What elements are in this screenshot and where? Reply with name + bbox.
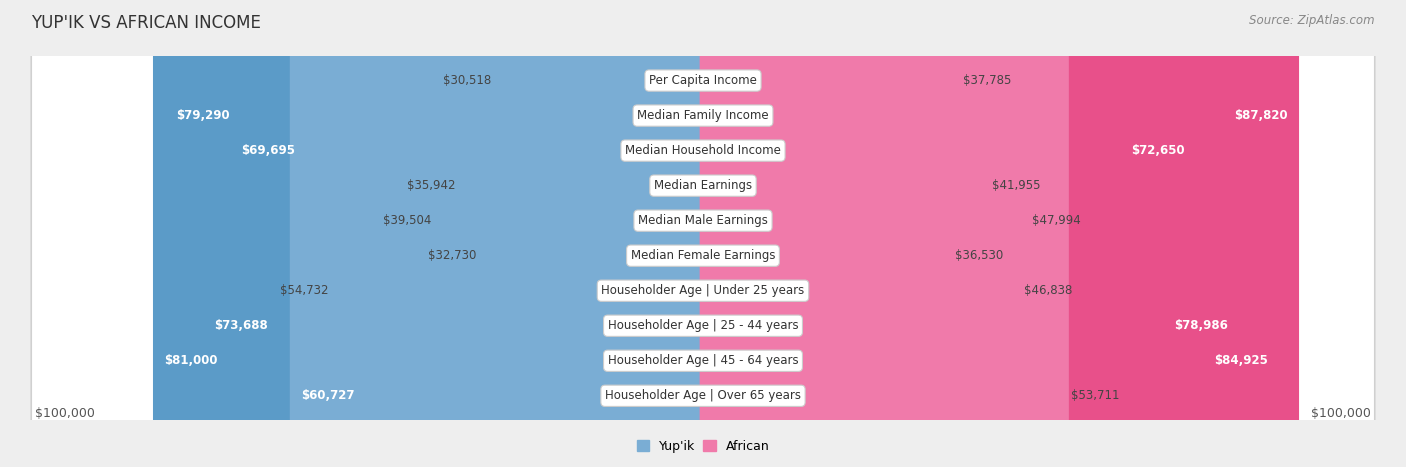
FancyBboxPatch shape	[202, 0, 706, 467]
FancyBboxPatch shape	[165, 0, 706, 467]
Text: $35,942: $35,942	[406, 179, 456, 192]
Text: Median Household Income: Median Household Income	[626, 144, 780, 157]
FancyBboxPatch shape	[31, 0, 1375, 467]
FancyBboxPatch shape	[700, 0, 990, 467]
Text: $46,838: $46,838	[1025, 284, 1073, 297]
Text: $100,000: $100,000	[35, 407, 94, 420]
Text: $72,650: $72,650	[1132, 144, 1185, 157]
Text: Householder Age | 45 - 64 years: Householder Age | 45 - 64 years	[607, 354, 799, 367]
FancyBboxPatch shape	[290, 0, 706, 467]
Text: $36,530: $36,530	[955, 249, 1004, 262]
Text: Householder Age | Under 25 years: Householder Age | Under 25 years	[602, 284, 804, 297]
FancyBboxPatch shape	[700, 0, 962, 467]
FancyBboxPatch shape	[31, 0, 1375, 467]
FancyBboxPatch shape	[457, 0, 706, 467]
Text: $73,688: $73,688	[214, 319, 267, 332]
Text: $53,711: $53,711	[1071, 389, 1119, 402]
Text: Householder Age | 25 - 44 years: Householder Age | 25 - 44 years	[607, 319, 799, 332]
FancyBboxPatch shape	[31, 0, 1375, 467]
Text: $100,000: $100,000	[1312, 407, 1371, 420]
FancyBboxPatch shape	[700, 0, 1069, 467]
FancyBboxPatch shape	[494, 0, 706, 467]
FancyBboxPatch shape	[31, 0, 1375, 467]
Text: $78,986: $78,986	[1174, 319, 1227, 332]
Text: $54,732: $54,732	[280, 284, 328, 297]
Text: $32,730: $32,730	[429, 249, 477, 262]
Text: $81,000: $81,000	[165, 354, 218, 367]
FancyBboxPatch shape	[700, 0, 1031, 467]
FancyBboxPatch shape	[31, 0, 1375, 467]
FancyBboxPatch shape	[700, 0, 1022, 467]
FancyBboxPatch shape	[31, 0, 1375, 467]
Text: $87,820: $87,820	[1234, 109, 1288, 122]
Text: $79,290: $79,290	[176, 109, 229, 122]
Text: Median Family Income: Median Family Income	[637, 109, 769, 122]
Text: Source: ZipAtlas.com: Source: ZipAtlas.com	[1250, 14, 1375, 27]
Text: Median Female Earnings: Median Female Earnings	[631, 249, 775, 262]
FancyBboxPatch shape	[700, 0, 1279, 467]
FancyBboxPatch shape	[31, 0, 1375, 467]
Text: $84,925: $84,925	[1215, 354, 1268, 367]
Text: $41,955: $41,955	[991, 179, 1040, 192]
FancyBboxPatch shape	[31, 0, 1375, 467]
FancyBboxPatch shape	[433, 0, 706, 467]
FancyBboxPatch shape	[700, 0, 1299, 467]
FancyBboxPatch shape	[229, 0, 706, 467]
FancyBboxPatch shape	[31, 0, 1375, 467]
Text: YUP'IK VS AFRICAN INCOME: YUP'IK VS AFRICAN INCOME	[31, 14, 260, 32]
Text: $30,518: $30,518	[443, 74, 492, 87]
FancyBboxPatch shape	[700, 0, 1240, 467]
Text: Per Capita Income: Per Capita Income	[650, 74, 756, 87]
Text: $69,695: $69,695	[240, 144, 295, 157]
FancyBboxPatch shape	[330, 0, 706, 467]
Legend: Yup'ik, African: Yup'ik, African	[631, 435, 775, 458]
Text: $39,504: $39,504	[382, 214, 432, 227]
Text: Median Earnings: Median Earnings	[654, 179, 752, 192]
FancyBboxPatch shape	[700, 0, 953, 467]
Text: $60,727: $60,727	[301, 389, 354, 402]
FancyBboxPatch shape	[153, 0, 706, 467]
FancyBboxPatch shape	[478, 0, 706, 467]
FancyBboxPatch shape	[31, 0, 1375, 467]
Text: $37,785: $37,785	[963, 74, 1012, 87]
FancyBboxPatch shape	[700, 0, 1197, 467]
Text: Householder Age | Over 65 years: Householder Age | Over 65 years	[605, 389, 801, 402]
Text: $47,994: $47,994	[1032, 214, 1081, 227]
Text: Median Male Earnings: Median Male Earnings	[638, 214, 768, 227]
